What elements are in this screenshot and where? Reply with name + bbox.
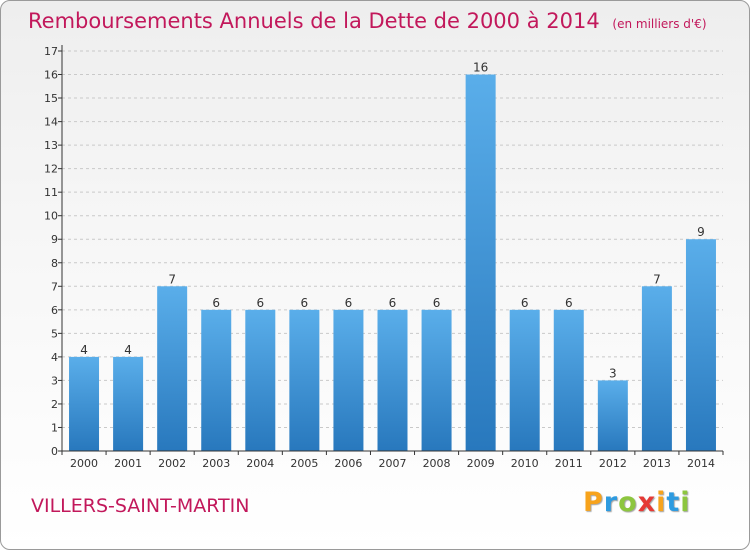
- bar: [157, 286, 188, 451]
- x-tick-label: 2012: [599, 457, 627, 470]
- x-tick-label: 2013: [643, 457, 671, 470]
- x-tick-label: 2014: [687, 457, 715, 470]
- x-tick-label: 2009: [467, 457, 495, 470]
- y-tick-label: 3: [51, 374, 58, 387]
- bar: [421, 309, 452, 451]
- data-label: 4: [80, 343, 88, 357]
- bars: [69, 74, 716, 451]
- logo-letter: P: [583, 487, 604, 518]
- y-tick-label: 5: [51, 327, 58, 340]
- y-tick-label: 0: [51, 445, 58, 458]
- data-label: 7: [653, 272, 661, 286]
- data-label: 7: [168, 272, 176, 286]
- y-tick-label: 11: [44, 186, 58, 199]
- bar: [69, 356, 100, 451]
- bar: [597, 380, 628, 451]
- bar: [377, 309, 408, 451]
- x-tick-label: 2004: [246, 457, 274, 470]
- logo-letter: r: [603, 487, 619, 518]
- bar: [685, 239, 716, 451]
- x-tick-label: 2006: [334, 457, 362, 470]
- data-label: 6: [389, 296, 397, 310]
- chart-subtitle: (en milliers d'€): [612, 17, 707, 31]
- x-tick-label: 2005: [290, 457, 318, 470]
- x-tick-label: 2001: [114, 457, 142, 470]
- y-tick-label: 1: [51, 421, 58, 434]
- chart-title: Remboursements Annuels de la Dette de 20…: [28, 9, 707, 33]
- y-tick-label: 9: [51, 233, 58, 246]
- logo-letter: i: [656, 487, 667, 518]
- data-label: 3: [609, 366, 617, 380]
- y-tick-label: 15: [44, 92, 58, 105]
- y-tick-label: 17: [44, 45, 58, 58]
- bar: [509, 309, 540, 451]
- data-label: 16: [473, 61, 488, 75]
- logo-letter: x: [637, 487, 657, 518]
- logo-letter: t: [666, 487, 681, 518]
- y-tick-label: 8: [51, 257, 58, 270]
- y-tick-label: 12: [44, 163, 58, 176]
- data-label: 4: [124, 343, 132, 357]
- place-name: VILLERS-SAINT-MARTIN: [31, 495, 250, 517]
- y-tick-label: 4: [51, 351, 58, 364]
- data-label: 6: [212, 296, 220, 310]
- y-tick-label: 10: [44, 210, 58, 223]
- labels: 0123456789101112131415161742000420017200…: [44, 45, 715, 470]
- x-tick-label: 2002: [158, 457, 186, 470]
- bar: [201, 309, 232, 451]
- axes: [58, 45, 724, 455]
- bar: [113, 356, 144, 451]
- y-tick-label: 2: [51, 398, 58, 411]
- logo-letter: i: [680, 487, 691, 518]
- y-tick-label: 14: [44, 116, 58, 129]
- data-label: 6: [521, 296, 529, 310]
- y-tick-label: 7: [51, 280, 58, 293]
- data-label: 6: [301, 296, 309, 310]
- x-tick-label: 2003: [202, 457, 230, 470]
- bar: [553, 309, 584, 451]
- y-tick-label: 16: [44, 69, 58, 82]
- bar: [641, 286, 672, 451]
- data-label: 6: [256, 296, 264, 310]
- y-tick-label: 13: [44, 139, 58, 152]
- bar: [333, 309, 364, 451]
- x-tick-label: 2010: [511, 457, 539, 470]
- bar: [465, 74, 496, 451]
- data-label: 6: [345, 296, 353, 310]
- bar: [245, 309, 276, 451]
- proxiti-logo: Proxiti: [583, 487, 691, 518]
- x-tick-label: 2007: [379, 457, 407, 470]
- bar: [289, 309, 320, 451]
- x-tick-label: 2008: [423, 457, 451, 470]
- x-tick-label: 2000: [70, 457, 98, 470]
- chart-title-text: Remboursements Annuels de la Dette de 20…: [28, 9, 600, 33]
- logo-letter: o: [618, 487, 638, 518]
- data-label: 6: [565, 296, 573, 310]
- y-tick-label: 6: [51, 304, 58, 317]
- data-label: 6: [433, 296, 441, 310]
- data-label: 9: [697, 225, 705, 239]
- x-tick-label: 2011: [555, 457, 583, 470]
